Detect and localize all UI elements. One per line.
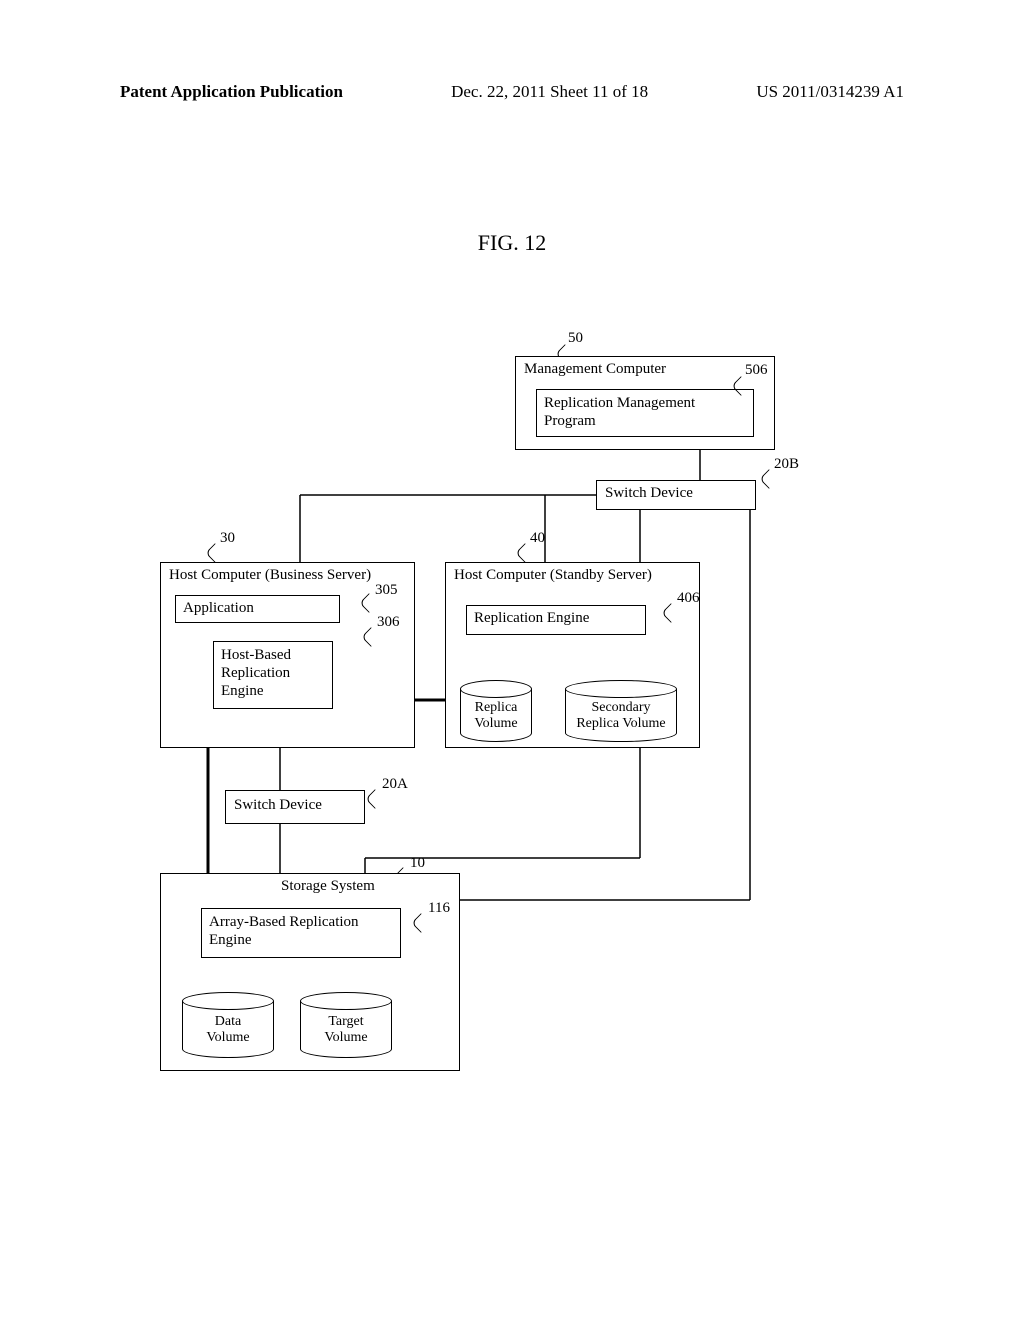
switch-device-b-label: Switch Device	[605, 485, 693, 501]
header-left: Patent Application Publication	[120, 82, 343, 102]
application-box: Application	[175, 595, 340, 623]
header-center: Dec. 22, 2011 Sheet 11 of 18	[451, 82, 648, 102]
management-computer-box: Management Computer Replication Manageme…	[515, 356, 775, 450]
figure-title: FIG. 12	[0, 230, 1024, 256]
ref-host-repl-engine: 306	[377, 614, 400, 631]
page-header: Patent Application Publication Dec. 22, …	[0, 82, 1024, 102]
ref-switch-a: 20A	[382, 776, 408, 793]
ref-standby-repl-engine: 406	[677, 590, 700, 607]
replication-management-program-box: Replication Management Program	[536, 389, 754, 437]
replica-volume-label: ReplicaVolume	[460, 700, 532, 732]
array-repl-engine-label: Array-Based Replication Engine	[209, 914, 359, 948]
secondary-replica-volume-label: SecondaryReplica Volume	[565, 700, 677, 732]
data-volume-label: DataVolume	[182, 1014, 274, 1046]
switch-device-b-box: Switch Device	[596, 480, 756, 510]
replication-management-program-label: Replication Management Program	[544, 395, 695, 429]
host-standby-label: Host Computer (Standby Server)	[454, 567, 652, 584]
standby-repl-engine-box: Replication Engine	[466, 605, 646, 635]
switch-device-a-label: Switch Device	[234, 797, 322, 813]
ref-switch-b: 20B	[774, 456, 799, 473]
management-computer-label: Management Computer	[524, 361, 666, 378]
ref-mgmt-computer: 50	[568, 330, 583, 347]
host-repl-engine-label: Host-Based Replication Engine	[221, 647, 291, 699]
switch-device-a-box: Switch Device	[225, 790, 365, 824]
target-volume-cylinder: TargetVolume	[300, 992, 392, 1058]
host-business-label: Host Computer (Business Server)	[169, 567, 371, 584]
ref-host-business: 30	[220, 530, 235, 547]
ref-repl-mgmt-program: 506	[745, 362, 768, 379]
storage-system-label: Storage System	[281, 878, 375, 895]
standby-repl-engine-label: Replication Engine	[474, 610, 589, 626]
application-label: Application	[183, 600, 254, 616]
ref-array-repl-engine: 116	[428, 900, 450, 917]
ref-host-standby: 40	[530, 530, 545, 547]
ref-storage-system: 10	[410, 855, 425, 872]
host-repl-engine-box: Host-Based Replication Engine	[213, 641, 333, 709]
ref-application: 305	[375, 582, 398, 599]
array-repl-engine-box: Array-Based Replication Engine	[201, 908, 401, 958]
target-volume-label: TargetVolume	[300, 1014, 392, 1046]
secondary-replica-volume-cylinder: SecondaryReplica Volume	[565, 680, 677, 742]
diagram: 50 Management Computer Replication Manag…	[150, 330, 890, 1100]
replica-volume-cylinder: ReplicaVolume	[460, 680, 532, 742]
data-volume-cylinder: DataVolume	[182, 992, 274, 1058]
header-right: US 2011/0314239 A1	[756, 82, 904, 102]
